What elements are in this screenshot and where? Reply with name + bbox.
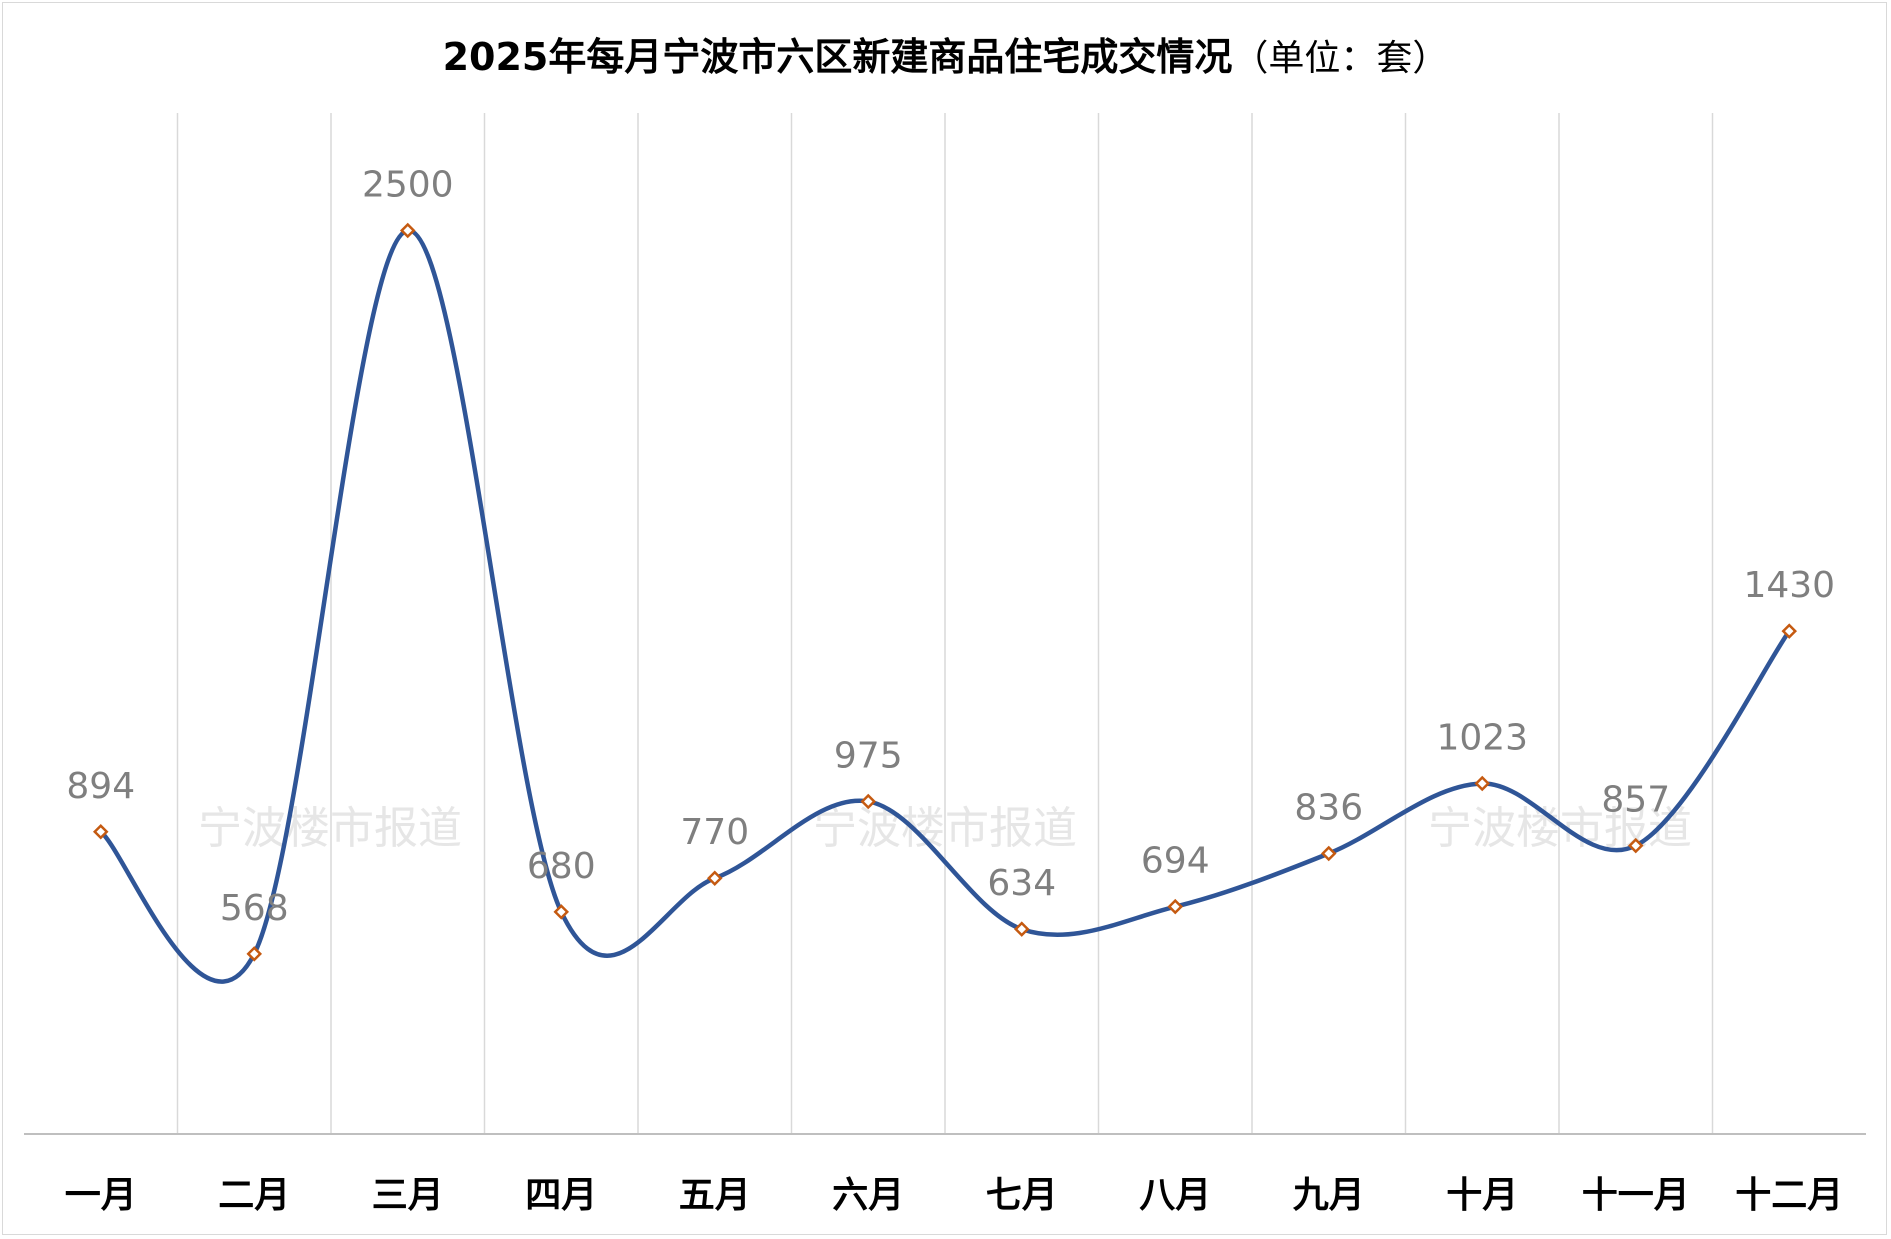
data-label: 836 [1294, 788, 1363, 829]
data-point-marker [706, 870, 723, 886]
data-point-marker [1320, 845, 1337, 862]
watermark-text: 宁波楼市报道 [198, 803, 462, 854]
x-tick-label: 四月 [525, 1175, 597, 1216]
data-point-marker [399, 222, 416, 239]
data-point-marker [92, 824, 109, 840]
chart-title-main: 2025年每月宁波市六区新建商品住宅成交情况 [442, 35, 1233, 79]
data-point-marker [1781, 623, 1798, 639]
x-tick-label: 二月 [218, 1175, 290, 1216]
data-label: 975 [834, 735, 903, 776]
data-point-marker [1627, 837, 1644, 854]
data-label: 2500 [362, 165, 454, 206]
data-label: 568 [220, 888, 289, 929]
chart-title: 2025年每月宁波市六区新建商品住宅成交情况（单位：套） [0, 26, 1891, 81]
data-label: 857 [1601, 780, 1670, 821]
x-tick-label: 七月 [986, 1175, 1058, 1216]
data-label: 680 [527, 846, 596, 887]
data-label: 770 [680, 812, 749, 853]
x-tick-label: 六月 [832, 1175, 904, 1216]
data-point-marker [860, 793, 877, 810]
x-tick-label: 九月 [1293, 1175, 1365, 1216]
x-tick-label: 五月 [679, 1175, 751, 1216]
data-point-marker [553, 904, 570, 920]
data-point-marker [1013, 921, 1030, 937]
x-tick-label: 十二月 [1735, 1175, 1843, 1216]
data-label: 634 [987, 863, 1056, 904]
data-label: 1023 [1436, 717, 1528, 758]
watermark-text: 宁波楼市报道 [813, 803, 1077, 854]
data-label: 894 [66, 766, 135, 807]
watermark-text: 宁波楼市报道 [1428, 803, 1692, 854]
data-point-marker [246, 946, 263, 962]
x-tick-label: 十一月 [1582, 1175, 1690, 1216]
data-label: 1430 [1743, 565, 1835, 606]
data-point-marker [1474, 775, 1491, 792]
x-tick-label: 十月 [1446, 1175, 1518, 1216]
data-label: 694 [1141, 841, 1210, 882]
data-point-marker [1167, 898, 1184, 915]
x-tick-label: 三月 [372, 1175, 444, 1216]
x-tick-label: 八月 [1139, 1175, 1211, 1216]
x-tick-label: 一月 [65, 1175, 137, 1216]
chart-subtitle: （单位：套） [1232, 38, 1449, 79]
